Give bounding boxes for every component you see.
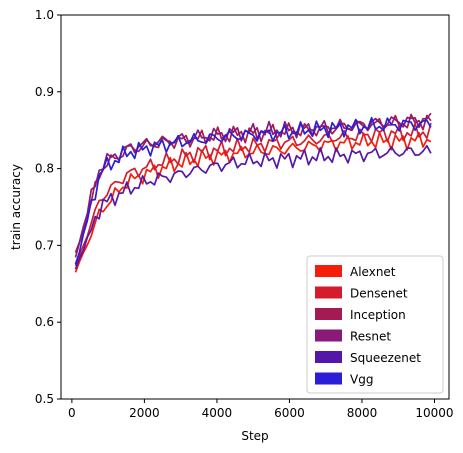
legend-swatch-vgg <box>315 372 342 385</box>
legend-label-densenet: Densenet <box>350 287 408 301</box>
legend-label-vgg: Vgg <box>350 373 373 387</box>
y-tick-label: 1.0 <box>35 8 54 22</box>
x-axis-label: Step <box>241 429 268 443</box>
y-axis-label: train accuracy <box>9 164 23 250</box>
x-tick-label: 6000 <box>274 406 305 420</box>
series-line-resnet <box>74 112 432 253</box>
legend-swatch-alexnet <box>315 265 342 277</box>
y-axis: 0.5 0.6 0.7 0.8 0.9 1.0 <box>35 8 61 406</box>
y-tick-label: 0.8 <box>35 162 54 176</box>
series-line-squeezenet <box>74 144 432 270</box>
series-line-vgg <box>74 116 432 265</box>
x-tick-label: 10000 <box>415 406 453 420</box>
y-tick-label: 0.6 <box>35 315 54 329</box>
legend-label-inception: Inception <box>350 308 406 322</box>
y-tick-label: 0.5 <box>35 392 54 406</box>
legend-swatch-squeezenet <box>315 351 342 363</box>
legend-label-squeezenet: Squeezenet <box>350 351 421 365</box>
series-layer <box>74 112 432 273</box>
y-tick-label: 0.7 <box>35 238 54 252</box>
x-tick-label: 2000 <box>129 406 160 420</box>
legend-swatch-densenet <box>315 286 342 299</box>
x-tick-label: 8000 <box>347 406 378 420</box>
legend-label-resnet: Resnet <box>350 330 391 344</box>
y-tick-label: 0.9 <box>35 85 54 99</box>
x-tick-label: 4000 <box>202 406 233 420</box>
legend: Alexnet Densenet Inception Resnet Squeezenet… <box>306 255 444 394</box>
series-line-densenet <box>74 122 432 267</box>
x-tick-label: 0 <box>68 406 76 420</box>
plot-frame <box>60 14 450 400</box>
x-axis: 0 2000 4000 6000 8000 10000 <box>68 399 454 420</box>
legend-label-alexnet: Alexnet <box>350 265 396 279</box>
legend-swatch-resnet <box>315 329 342 342</box>
legend-swatch-inception <box>315 308 342 320</box>
series-line-inception <box>74 113 432 258</box>
